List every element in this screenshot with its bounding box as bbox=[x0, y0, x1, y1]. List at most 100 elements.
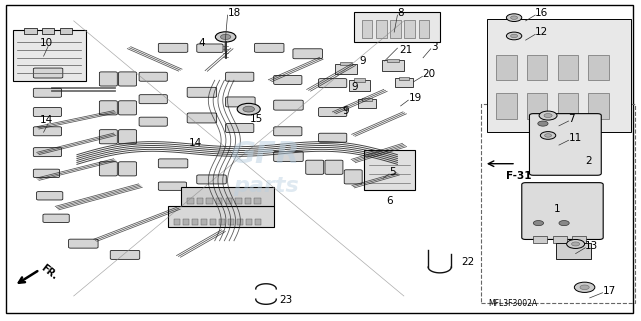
FancyBboxPatch shape bbox=[33, 169, 60, 178]
Text: 22: 22 bbox=[462, 256, 475, 267]
Text: parts: parts bbox=[233, 176, 299, 196]
Circle shape bbox=[540, 132, 556, 139]
Bar bbox=[42, 28, 54, 34]
FancyBboxPatch shape bbox=[197, 175, 226, 184]
FancyBboxPatch shape bbox=[197, 198, 225, 206]
Bar bbox=[235, 198, 242, 204]
FancyBboxPatch shape bbox=[556, 243, 591, 259]
Bar bbox=[419, 20, 429, 38]
FancyBboxPatch shape bbox=[274, 100, 303, 110]
FancyBboxPatch shape bbox=[33, 68, 63, 78]
Text: 8: 8 bbox=[397, 8, 404, 18]
FancyBboxPatch shape bbox=[529, 114, 601, 175]
Bar bbox=[376, 20, 387, 38]
FancyBboxPatch shape bbox=[99, 162, 117, 176]
Bar bbox=[588, 93, 609, 119]
FancyBboxPatch shape bbox=[349, 80, 370, 91]
Text: 10: 10 bbox=[40, 38, 53, 48]
Bar bbox=[399, 77, 409, 80]
Text: 23: 23 bbox=[279, 295, 292, 305]
Text: 12: 12 bbox=[535, 27, 549, 37]
FancyBboxPatch shape bbox=[139, 117, 167, 126]
Text: F-31: F-31 bbox=[506, 171, 532, 181]
Bar bbox=[197, 198, 203, 204]
FancyBboxPatch shape bbox=[487, 19, 631, 132]
Circle shape bbox=[237, 103, 260, 115]
Bar bbox=[340, 62, 352, 65]
Text: 18: 18 bbox=[228, 8, 241, 18]
Circle shape bbox=[511, 34, 517, 38]
FancyBboxPatch shape bbox=[99, 101, 117, 115]
FancyBboxPatch shape bbox=[274, 75, 302, 84]
FancyBboxPatch shape bbox=[158, 182, 187, 190]
FancyBboxPatch shape bbox=[325, 160, 343, 174]
Bar bbox=[527, 55, 547, 80]
Bar bbox=[496, 93, 517, 119]
Bar bbox=[206, 198, 213, 204]
Bar bbox=[187, 198, 194, 204]
FancyBboxPatch shape bbox=[344, 170, 362, 184]
Bar bbox=[183, 219, 189, 225]
FancyBboxPatch shape bbox=[226, 124, 254, 133]
Bar bbox=[558, 93, 578, 119]
Bar bbox=[201, 219, 207, 225]
FancyBboxPatch shape bbox=[43, 214, 69, 222]
FancyBboxPatch shape bbox=[335, 64, 357, 74]
FancyBboxPatch shape bbox=[37, 192, 63, 200]
FancyBboxPatch shape bbox=[181, 187, 274, 206]
FancyBboxPatch shape bbox=[119, 101, 137, 115]
Text: 14: 14 bbox=[40, 115, 53, 126]
Bar bbox=[533, 236, 547, 243]
Bar bbox=[553, 236, 567, 243]
FancyBboxPatch shape bbox=[226, 72, 254, 81]
Text: 9: 9 bbox=[359, 56, 365, 66]
Circle shape bbox=[243, 106, 254, 112]
Bar bbox=[210, 219, 216, 225]
FancyBboxPatch shape bbox=[187, 113, 217, 123]
FancyBboxPatch shape bbox=[358, 99, 376, 108]
FancyBboxPatch shape bbox=[242, 192, 270, 200]
Text: 17: 17 bbox=[603, 285, 616, 296]
Bar bbox=[60, 28, 72, 34]
Bar bbox=[219, 219, 225, 225]
FancyBboxPatch shape bbox=[306, 160, 324, 174]
Circle shape bbox=[506, 14, 522, 22]
Bar bbox=[228, 219, 234, 225]
Text: 9: 9 bbox=[351, 82, 358, 92]
FancyBboxPatch shape bbox=[119, 72, 137, 86]
Bar bbox=[216, 198, 222, 204]
Bar bbox=[362, 98, 372, 101]
Bar bbox=[245, 198, 251, 204]
FancyBboxPatch shape bbox=[254, 43, 284, 52]
Bar bbox=[481, 104, 635, 303]
FancyBboxPatch shape bbox=[197, 44, 223, 52]
Text: 7: 7 bbox=[569, 114, 575, 124]
Circle shape bbox=[215, 32, 236, 42]
FancyBboxPatch shape bbox=[293, 49, 322, 59]
Bar bbox=[572, 236, 586, 243]
FancyBboxPatch shape bbox=[226, 97, 255, 107]
Text: 15: 15 bbox=[250, 114, 263, 124]
Circle shape bbox=[221, 34, 231, 39]
Bar bbox=[192, 219, 198, 225]
Bar bbox=[226, 198, 232, 204]
Text: 1: 1 bbox=[554, 204, 560, 214]
FancyBboxPatch shape bbox=[119, 162, 137, 176]
FancyBboxPatch shape bbox=[33, 148, 62, 157]
Bar bbox=[255, 219, 261, 225]
Text: GFR: GFR bbox=[231, 140, 301, 169]
Bar bbox=[527, 93, 547, 119]
Text: 5: 5 bbox=[389, 167, 395, 177]
Bar bbox=[496, 55, 517, 80]
FancyBboxPatch shape bbox=[69, 239, 98, 248]
FancyBboxPatch shape bbox=[522, 183, 603, 239]
FancyBboxPatch shape bbox=[158, 159, 188, 168]
FancyBboxPatch shape bbox=[33, 108, 62, 117]
Text: MFL3F3002A: MFL3F3002A bbox=[488, 299, 538, 308]
Circle shape bbox=[544, 114, 552, 117]
FancyBboxPatch shape bbox=[33, 127, 62, 136]
FancyBboxPatch shape bbox=[139, 95, 167, 104]
Circle shape bbox=[580, 285, 589, 290]
Text: 3: 3 bbox=[431, 41, 437, 52]
Circle shape bbox=[567, 239, 585, 248]
